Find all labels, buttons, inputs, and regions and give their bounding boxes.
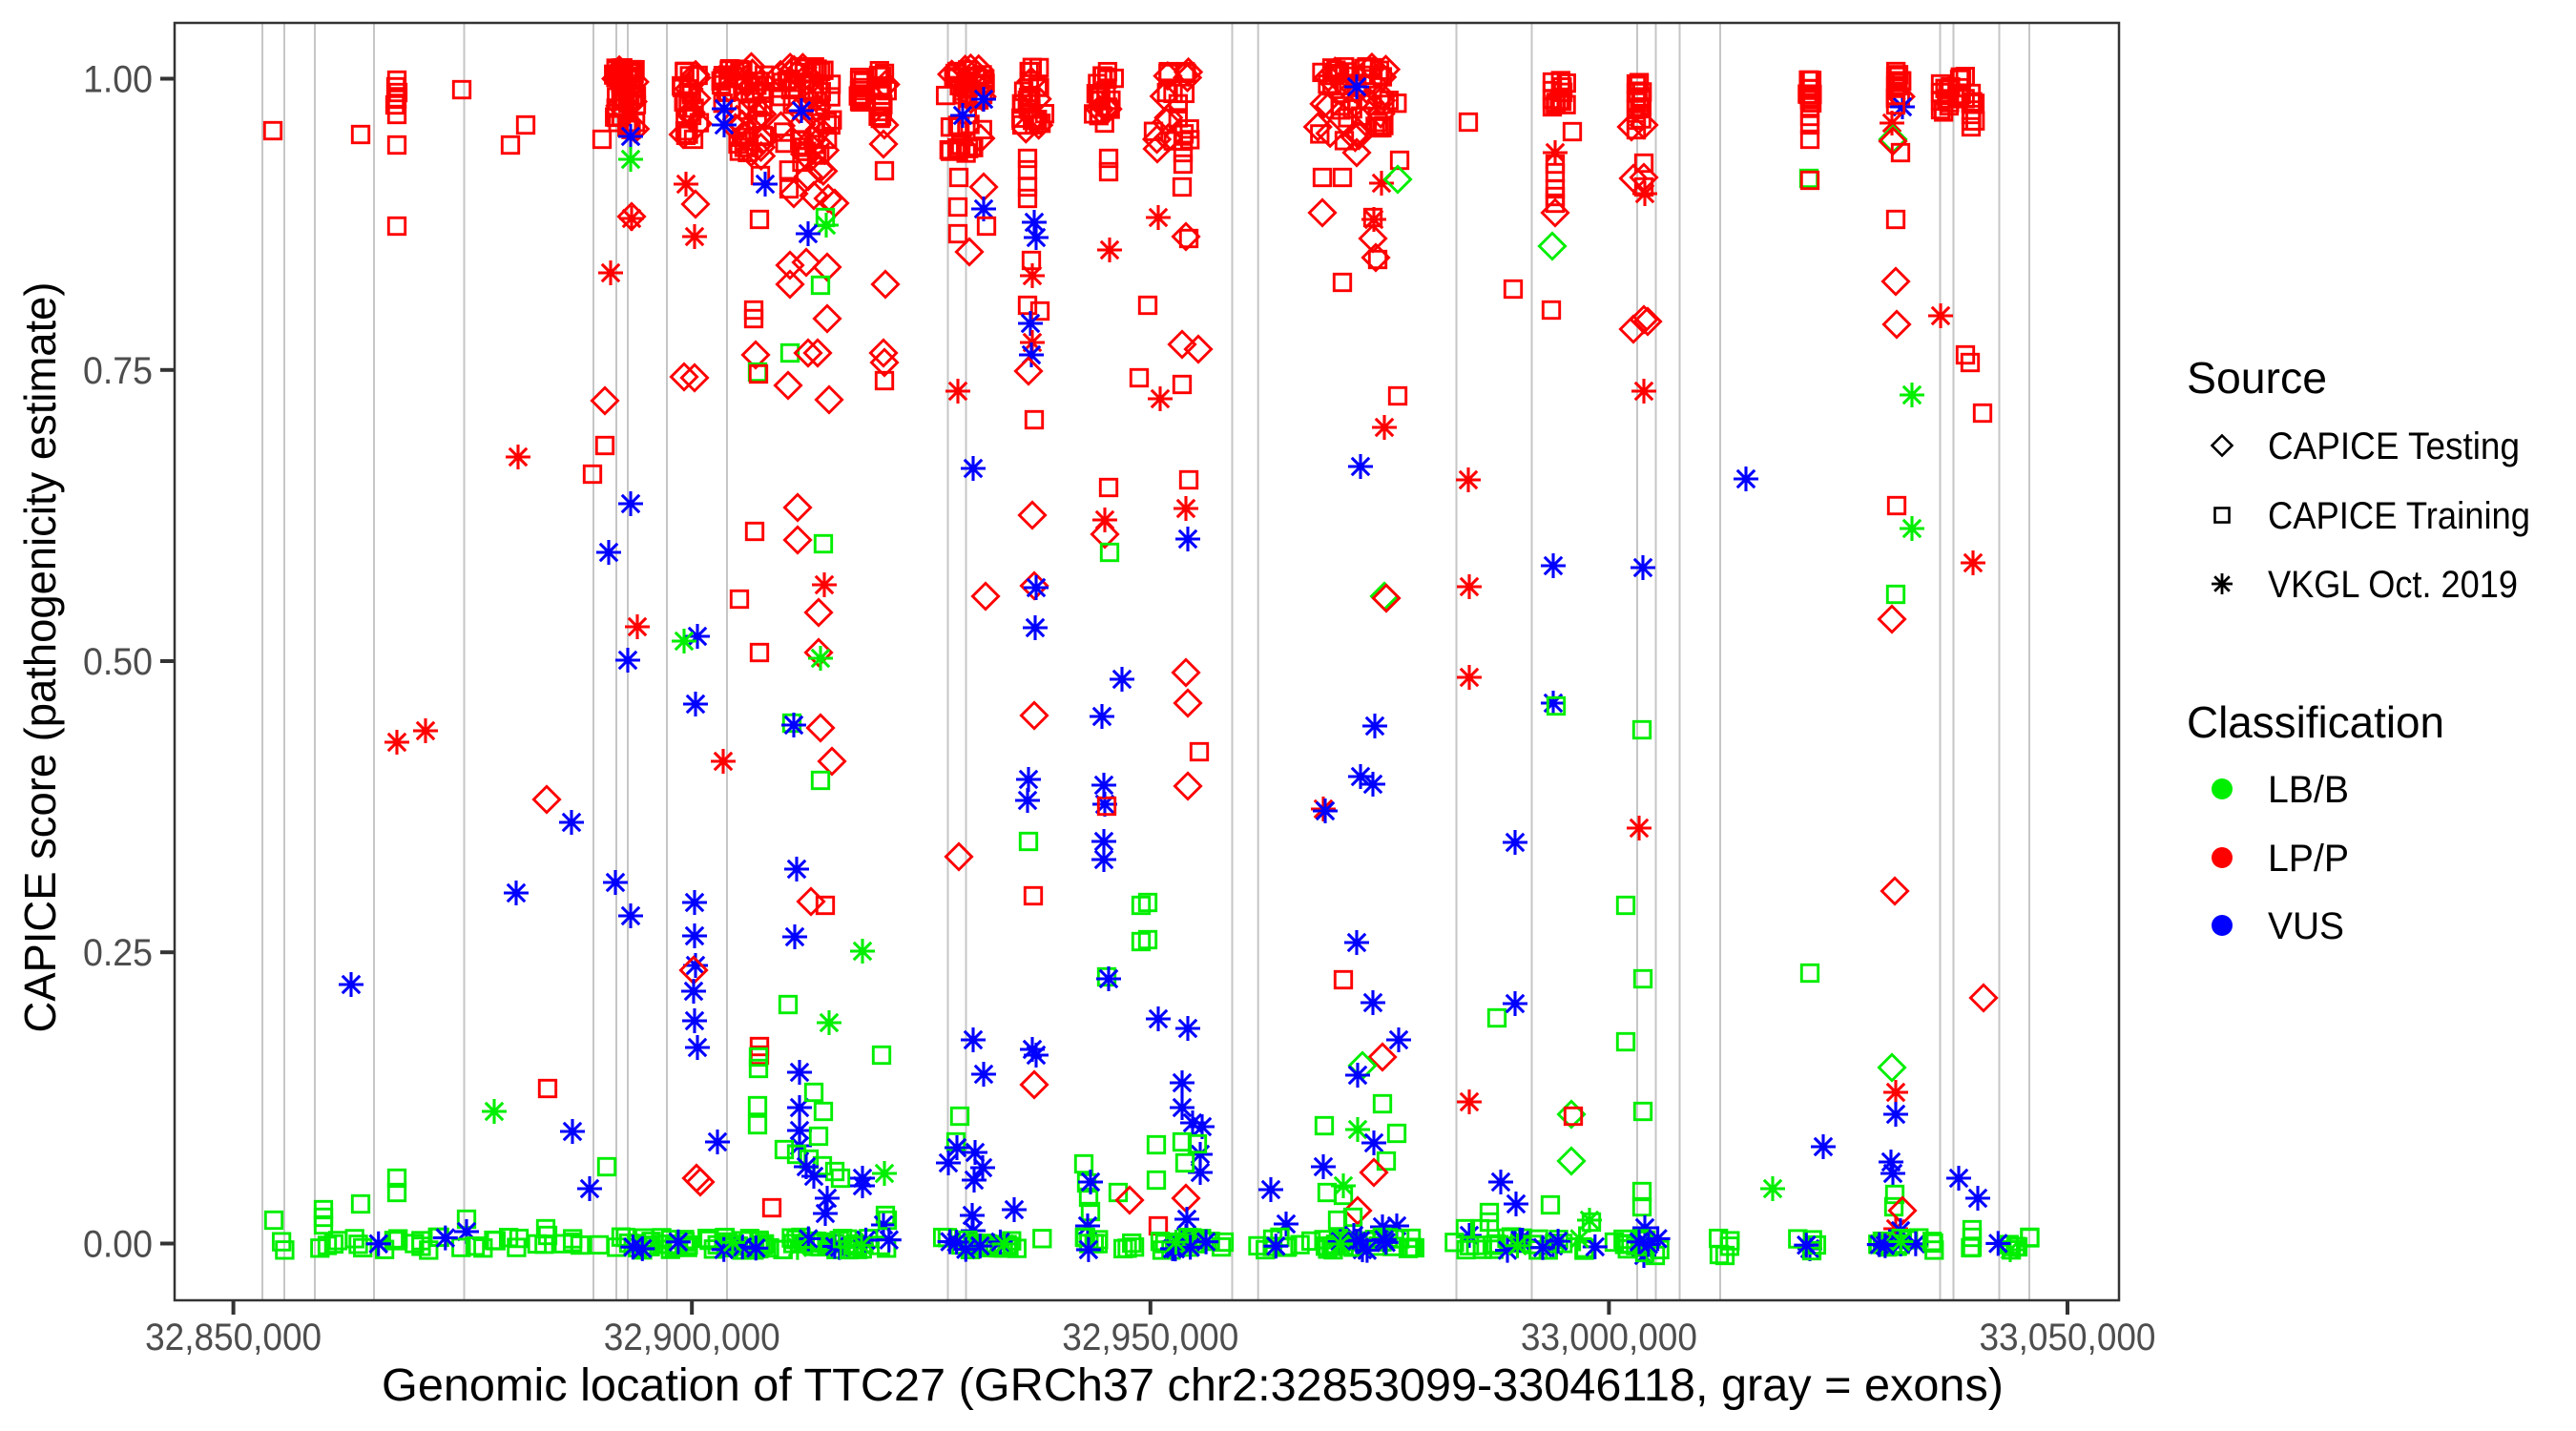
svg-text:0.75: 0.75 — [83, 350, 153, 392]
svg-text:0.25: 0.25 — [83, 932, 153, 974]
svg-text:CAPICE Training: CAPICE Training — [2268, 495, 2530, 537]
svg-text:VKGL Oct. 2019: VKGL Oct. 2019 — [2268, 564, 2518, 606]
svg-text:CAPICE score (pathogenicity es: CAPICE score (pathogenicity estimate) — [15, 282, 65, 1033]
svg-text:32,850,000: 32,850,000 — [145, 1317, 322, 1358]
svg-text:Classification: Classification — [2187, 697, 2444, 747]
svg-text:32,950,000: 32,950,000 — [1062, 1317, 1238, 1358]
svg-text:33,050,000: 33,050,000 — [1980, 1317, 2156, 1358]
svg-text:LB/B: LB/B — [2268, 769, 2349, 811]
svg-text:LP/P: LP/P — [2268, 838, 2349, 880]
svg-text:33,000,000: 33,000,000 — [1521, 1317, 1697, 1358]
svg-text:0.50: 0.50 — [83, 641, 153, 683]
svg-text:Source: Source — [2187, 353, 2327, 403]
svg-text:Genomic location of TTC27 (GRC: Genomic location of TTC27 (GRCh37 chr2:3… — [382, 1360, 2004, 1411]
svg-text:1.00: 1.00 — [83, 59, 153, 101]
svg-text:CAPICE Testing: CAPICE Testing — [2268, 425, 2520, 467]
svg-text:32,900,000: 32,900,000 — [604, 1317, 780, 1358]
svg-text:VUS: VUS — [2268, 905, 2344, 947]
svg-text:0.00: 0.00 — [83, 1224, 153, 1266]
